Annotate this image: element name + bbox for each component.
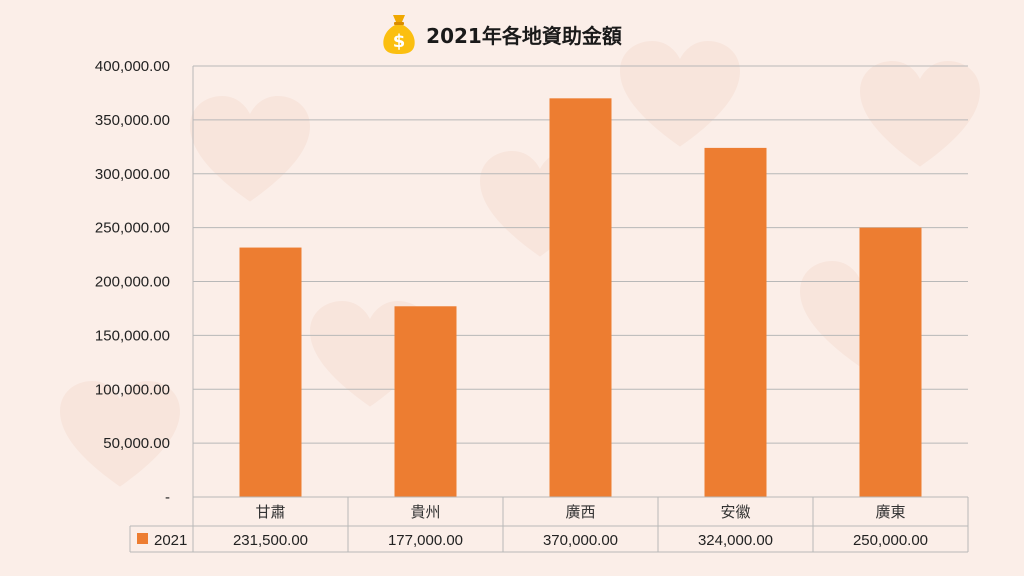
data-table-cell: 231,500.00 — [233, 532, 308, 549]
heart-decoration-icon — [60, 381, 180, 487]
money-bag-icon: $ — [383, 15, 415, 54]
y-tick-label: 400,000.00 — [95, 58, 170, 75]
data-table-cell: 250,000.00 — [853, 532, 928, 549]
y-tick-label: 250,000.00 — [95, 220, 170, 237]
category-label: 廣西 — [565, 503, 595, 521]
chart-title-bar: $ 2021年各地資助金額 — [0, 10, 1024, 58]
category-label: 安徽 — [720, 503, 750, 521]
category-label: 廣東 — [875, 503, 905, 521]
category-label: 甘肅 — [255, 503, 285, 521]
y-tick-label: 200,000.00 — [95, 274, 170, 291]
y-tick-label: 50,000.00 — [103, 435, 170, 452]
category-label: 貴州 — [410, 503, 440, 521]
chart-title: 2021年各地資助金額 — [426, 23, 622, 48]
data-table-cell: 324,000.00 — [698, 532, 773, 549]
heart-decoration-icon — [190, 96, 310, 202]
legend-swatch — [137, 533, 148, 544]
legend-label: 2021 — [154, 532, 187, 549]
bar — [394, 306, 457, 497]
bar — [859, 227, 922, 497]
heart-decoration-icon — [860, 61, 980, 167]
y-tick-label: 300,000.00 — [95, 166, 170, 183]
data-table-cell: 370,000.00 — [543, 532, 618, 549]
y-tick-label: - — [165, 489, 170, 506]
bar — [239, 247, 302, 497]
y-tick-label: 150,000.00 — [95, 327, 170, 344]
data-table-cell: 177,000.00 — [388, 532, 463, 549]
y-tick-label: 100,000.00 — [95, 381, 170, 398]
bar — [549, 98, 612, 497]
bar — [704, 147, 767, 497]
svg-text:$: $ — [393, 31, 406, 52]
y-tick-label: 350,000.00 — [95, 112, 170, 129]
